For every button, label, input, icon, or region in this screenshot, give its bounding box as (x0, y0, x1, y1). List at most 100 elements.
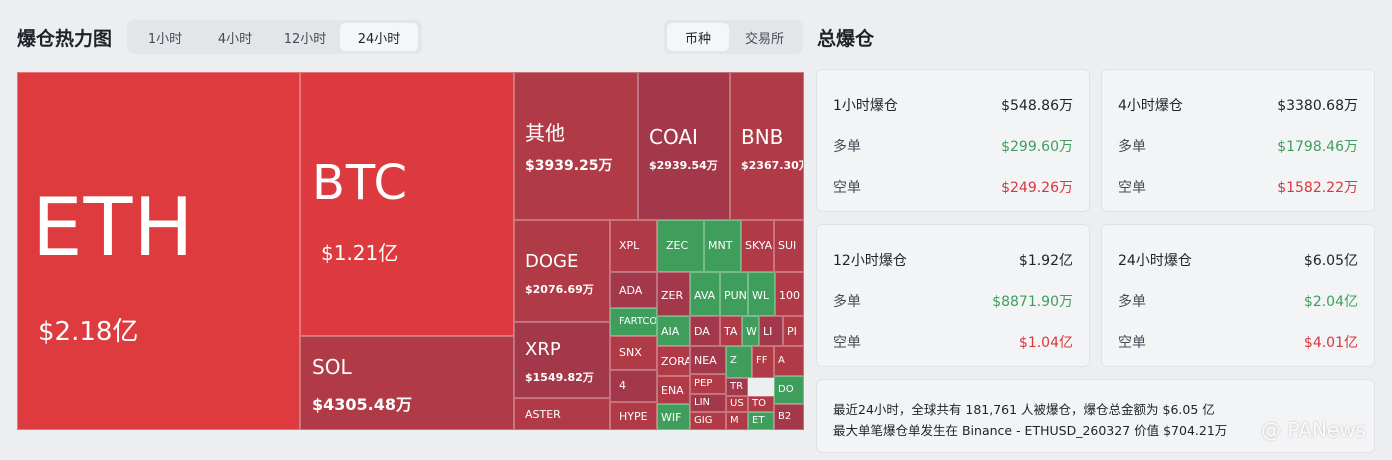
treemap-tile[interactable]: AVA (690, 272, 720, 316)
tile-symbol: TA (724, 325, 738, 338)
card-total: $3380.68万 (1277, 98, 1358, 114)
tab-24h[interactable]: 24小时 (340, 23, 418, 51)
treemap-tile[interactable]: PUN (720, 272, 748, 316)
treemap-tile[interactable]: A (774, 346, 804, 376)
treemap-tile[interactable]: HYPE (610, 402, 657, 430)
long-label: 多单 (833, 294, 861, 310)
treemap-tile[interactable]: ZER (657, 272, 690, 316)
tile-symbol: PI (787, 325, 797, 338)
tile-symbol: XRP (525, 339, 561, 360)
treemap-tile[interactable]: SNX (610, 336, 657, 370)
treemap-tile[interactable]: TO (748, 396, 774, 412)
treemap-tile[interactable]: M (726, 412, 748, 430)
tile-symbol: B2 (778, 411, 792, 422)
panews-watermark: @ PANews (1261, 418, 1366, 442)
tile-symbol: MNT (708, 239, 733, 252)
tab-4h[interactable]: 4小时 (217, 31, 253, 47)
treemap-tile[interactable]: W (742, 316, 759, 346)
tile-symbol: M (730, 415, 739, 426)
treemap-tile[interactable]: PEP (690, 374, 726, 394)
long-label: 多单 (833, 139, 861, 155)
card-12h: 12小时爆仓 $1.92亿 多单 $8871.90万 空单 $1.04亿 (816, 224, 1090, 367)
tile-symbol: WL (752, 289, 770, 302)
treemap-tile[interactable]: ASTER (514, 398, 610, 430)
treemap-tile[interactable]: DOGE $2076.69万 (514, 220, 610, 322)
treemap-tile[interactable]: NEA (690, 346, 726, 374)
treemap-tile[interactable]: GIG (690, 412, 726, 430)
tile-symbol: TO (752, 398, 766, 409)
treemap-tile[interactable]: TR (726, 378, 748, 396)
tile-symbol: TR (730, 381, 744, 392)
tile-symbol: ENA (661, 384, 684, 397)
treemap-tile[interactable]: DO (774, 376, 804, 404)
treemap-tile[interactable]: PI (783, 316, 804, 346)
tile-symbol: BNB (741, 125, 784, 149)
card-title: 12小时爆仓 (833, 253, 907, 269)
liquidation-summary: 最近24小时，全球共有 181,761 人被爆仓，爆仓总金额为 $6.05 亿 … (816, 379, 1375, 453)
treemap-tile[interactable]: ADA (610, 272, 657, 308)
tile-symbol: PUN (724, 289, 747, 302)
treemap-tile[interactable]: SOL $4305.48万 (300, 336, 514, 430)
treemap-tile[interactable]: XRP $1549.82万 (514, 322, 610, 398)
treemap-tile[interactable]: US (726, 396, 748, 412)
tile-symbol: ADA (619, 284, 643, 297)
card-4h: 4小时爆仓 $3380.68万 多单 $1798.46万 空单 $1582.22万 (1101, 69, 1375, 212)
card-total: $1.92亿 (1018, 253, 1073, 269)
short-value: $1.04亿 (1018, 335, 1073, 351)
treemap-tile[interactable]: MNT (704, 220, 741, 272)
treemap-tile[interactable]: WIF (657, 404, 690, 430)
treemap-tile[interactable]: 其他 $3939.25万 (514, 72, 638, 220)
long-value: $299.60万 (1001, 139, 1073, 155)
tile-symbol: WIF (661, 411, 682, 424)
tile-symbol: FARTCO (619, 316, 657, 327)
treemap-tile[interactable]: AIA (657, 316, 690, 346)
treemap-tile[interactable]: ETH $2.18亿 (17, 72, 300, 430)
tab-coin[interactable]: 币种 (667, 23, 729, 51)
card-1h: 1小时爆仓 $548.86万 多单 $299.60万 空单 $249.26万 (816, 69, 1090, 212)
tab-12h[interactable]: 12小时 (283, 31, 327, 47)
treemap-tile[interactable]: DA (690, 316, 720, 346)
tile-symbol: SNX (619, 346, 642, 359)
long-value: $1798.46万 (1277, 139, 1358, 155)
tile-symbol: LIN (694, 397, 711, 408)
tile-value: $2.18亿 (38, 317, 139, 347)
tile-symbol: SKYA (745, 239, 773, 252)
tile-symbol: DA (694, 325, 710, 338)
card-title: 1小时爆仓 (833, 98, 898, 114)
tile-symbol: ASTER (525, 408, 561, 421)
tile-symbol: PEP (694, 378, 713, 389)
treemap-tile[interactable]: BTC $1.21亿 (300, 72, 514, 336)
treemap-tile[interactable]: FARTCO (610, 308, 657, 336)
long-value: $2.04亿 (1303, 294, 1358, 310)
tile-value: $1549.82万 (525, 371, 594, 384)
tile-value: $3939.25万 (525, 158, 613, 174)
tile-symbol: ETH (32, 181, 195, 274)
treemap-tile[interactable]: FF (752, 346, 774, 378)
treemap-tile[interactable]: 4 (610, 370, 657, 402)
tab-exchange[interactable]: 交易所 (744, 31, 784, 47)
treemap-tile[interactable]: BNB $2367.30万 (730, 72, 804, 220)
tile-symbol: ZORA (661, 355, 690, 368)
treemap-tile[interactable]: Z (726, 346, 752, 378)
treemap-tile[interactable]: ZORA (657, 346, 690, 376)
treemap-tile[interactable]: LI (759, 316, 783, 346)
tile-symbol: ET (752, 415, 765, 426)
treemap-tile[interactable]: WL (748, 272, 775, 316)
treemap-tile[interactable]: ENA (657, 376, 690, 404)
short-value: $1582.22万 (1277, 180, 1358, 196)
tile-value: $1.21亿 (321, 241, 399, 265)
treemap-tile[interactable]: ET (748, 412, 774, 430)
treemap-tile[interactable]: ZEC (657, 220, 704, 272)
tile-symbol: ZER (661, 289, 684, 302)
treemap-tile[interactable]: SUI (774, 220, 804, 272)
treemap-tile[interactable]: COAI $2939.54万 (638, 72, 730, 220)
treemap-tile[interactable]: 100 (775, 272, 804, 316)
treemap-tile[interactable]: SKYA (741, 220, 774, 272)
treemap-tile[interactable]: XPL (610, 220, 657, 272)
treemap-tile[interactable]: LIN (690, 394, 726, 412)
tile-symbol: GIG (694, 415, 713, 426)
treemap-tile[interactable]: B2 (774, 404, 804, 430)
tab-1h[interactable]: 1小时 (147, 31, 183, 47)
treemap-tile[interactable]: TA (720, 316, 742, 346)
tile-symbol: LI (763, 325, 773, 338)
